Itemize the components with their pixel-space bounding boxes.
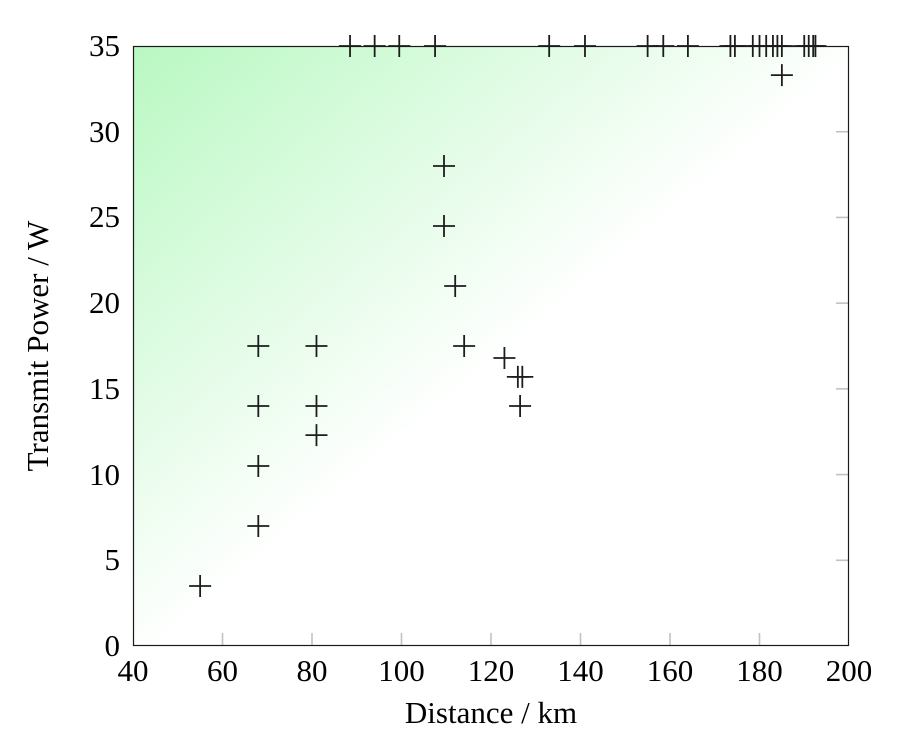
plot-border — [132, 45, 850, 647]
x-tick-label: 60 — [207, 653, 238, 688]
x-tick-label: 40 — [117, 653, 149, 688]
x-tick-label: 160 — [646, 653, 694, 688]
plot-area — [132, 35, 850, 647]
plot-svg — [132, 35, 850, 647]
x-tick-label: 80 — [296, 653, 328, 688]
x-tick-label: 140 — [557, 653, 604, 688]
y-axis-label: Transmit Power / W — [20, 220, 55, 472]
y-tick-label: 15 — [89, 370, 120, 406]
x-tick-label: 100 — [378, 653, 425, 688]
y-tick-label: 0 — [104, 628, 121, 663]
y-tick-label: 5 — [104, 542, 121, 578]
x-tick-label: 200 — [825, 653, 873, 688]
x-tick-label: 120 — [467, 653, 515, 688]
y-tick-label: 10 — [89, 456, 120, 492]
y-tick-label: 35 — [89, 28, 120, 63]
x-axis-label: Distance / km — [404, 695, 578, 730]
y-tick-label: 20 — [89, 285, 120, 321]
y-tick-label: 30 — [89, 113, 120, 149]
y-tick-label: 25 — [89, 199, 120, 235]
x-tick-label: 180 — [736, 653, 783, 688]
